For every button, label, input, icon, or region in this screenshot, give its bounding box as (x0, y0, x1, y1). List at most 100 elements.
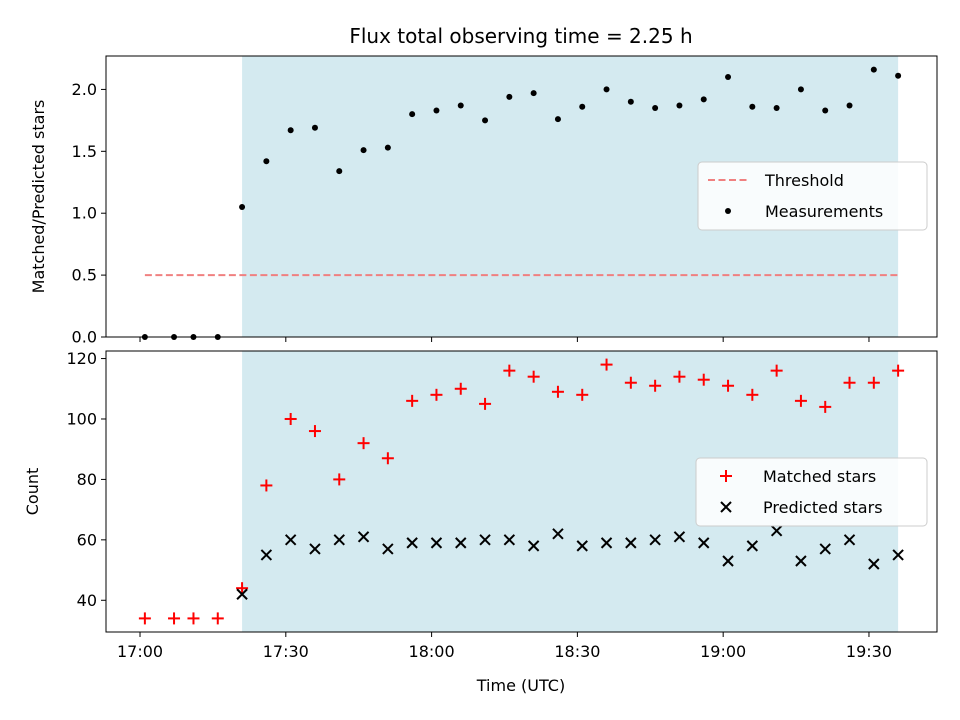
legend: Threshold Measurements (697, 161, 928, 231)
marker-stroke (600, 537, 613, 549)
measurement-point (360, 147, 367, 154)
chart-title: Flux total observing time = 2.25 h (349, 24, 692, 48)
y-tick-label: 60 (77, 530, 97, 549)
predicted-star-marker (770, 525, 783, 537)
measurement-point (895, 72, 902, 79)
matched-star-marker (746, 388, 759, 401)
legend-box (695, 457, 928, 527)
matched-star-marker (624, 376, 637, 389)
matched-star-marker (381, 452, 394, 465)
predicted-star-marker (430, 537, 443, 549)
predicted-star-marker (260, 549, 273, 561)
legend-predicted-swatch (720, 501, 732, 513)
marker-stroke (722, 555, 734, 567)
measurement-point (652, 104, 659, 111)
measurement-point (409, 111, 416, 118)
measurement-point (846, 102, 853, 109)
matched-star-marker (819, 400, 832, 413)
marker-stroke (479, 534, 491, 546)
y-axis-label: Matched/Predicted stars (29, 100, 48, 294)
predicted-star-marker (722, 555, 734, 567)
matched-star-marker (722, 379, 735, 392)
predicted-star-marker (600, 537, 613, 549)
measurement-point (263, 158, 270, 165)
marker-stroke (819, 543, 831, 555)
matched-star-marker (794, 394, 807, 407)
x-tick-label: 18:30 (554, 642, 600, 661)
measurement-point (506, 93, 513, 100)
measurement-point (749, 103, 756, 110)
marker-stroke (357, 531, 370, 543)
measurement-point (433, 107, 440, 114)
marker-stroke (309, 543, 321, 555)
predicted-star-marker (527, 540, 540, 552)
measurement-point (239, 204, 246, 211)
marker-stroke (284, 534, 297, 546)
marker-stroke (649, 534, 661, 546)
measurement-point (384, 144, 391, 151)
marker-stroke (260, 549, 273, 561)
matched-star-marker (843, 376, 856, 389)
measurement-point (554, 116, 561, 123)
predicted-star-marker (479, 534, 491, 546)
legend-label: Threshold (764, 171, 844, 190)
matched-star-marker (551, 385, 564, 398)
predicted-star-marker (284, 534, 297, 546)
measurement-point (725, 74, 732, 81)
x-tick-label: 19:30 (846, 642, 892, 661)
predicted-star-marker (625, 537, 637, 549)
x-tick-label: 17:00 (117, 642, 163, 661)
marker-stroke (333, 534, 345, 546)
measurement-point (797, 86, 804, 93)
predicted-star-marker (552, 528, 564, 540)
matched-star-marker (168, 612, 181, 625)
predicted-star-marker (236, 588, 248, 600)
y-tick-label: 1.0 (72, 204, 97, 223)
matched-star-marker (333, 473, 346, 486)
marker-stroke (720, 501, 732, 513)
axes-frame (105, 55, 938, 338)
measurement-point (822, 107, 829, 114)
measurement-point (336, 168, 343, 175)
predicted-star-marker (819, 543, 831, 555)
y-tick-label: 120 (66, 349, 97, 368)
legend-label: Measurements (765, 202, 883, 221)
y-tick-label: 0.5 (72, 266, 97, 285)
marker-stroke (868, 558, 880, 570)
predicted-star-marker (698, 537, 710, 549)
x-tick-label: 19:00 (700, 642, 746, 661)
marker-stroke (843, 534, 856, 546)
measurement-point (482, 117, 489, 124)
x-axis-label: Time (UTC) (476, 676, 565, 695)
predicted-star-marker (455, 537, 467, 549)
measurement-point (870, 66, 877, 73)
marker-stroke (527, 540, 540, 552)
marker-stroke (673, 531, 686, 543)
matched-star-marker (673, 370, 686, 383)
predicted-star-marker (795, 555, 807, 567)
marker-stroke (503, 534, 516, 546)
legend-label: Matched stars (763, 467, 876, 486)
marker-stroke (795, 555, 807, 567)
matched-star-marker (284, 412, 297, 425)
measurement-point (530, 90, 537, 97)
axes-frame (105, 350, 938, 633)
marker-stroke (625, 537, 637, 549)
matched-star-marker (138, 612, 151, 625)
legend-box (697, 161, 928, 231)
matched-star-marker (867, 376, 880, 389)
matched-star-marker (600, 358, 613, 371)
marker-stroke (430, 537, 443, 549)
y-tick-label: 100 (66, 409, 97, 428)
measurement-point (311, 124, 318, 131)
measurement-point (700, 96, 707, 103)
matched-star-marker (892, 364, 905, 377)
matched-star-marker (697, 373, 710, 386)
legend: Matched stars Predicted stars (695, 457, 928, 527)
measurement-point (457, 102, 464, 109)
measurement-point (773, 104, 780, 111)
predicted-star-marker (503, 534, 516, 546)
legend-label: Predicted stars (763, 498, 883, 517)
y-tick-label: 80 (77, 470, 97, 489)
